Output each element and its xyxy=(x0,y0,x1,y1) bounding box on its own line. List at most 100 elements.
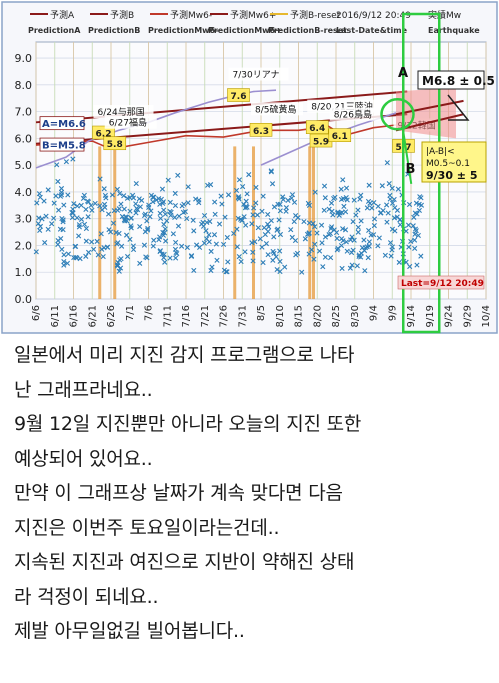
scatter-marker xyxy=(164,218,170,224)
ab-label-1: |A-B|< xyxy=(426,147,455,157)
scatter-marker xyxy=(76,224,82,230)
scatter-marker xyxy=(98,231,104,237)
scatter-marker xyxy=(100,254,106,260)
magnitude-label: M6.8 ± 0.5 xyxy=(422,74,495,88)
scatter-marker xyxy=(269,181,276,187)
scatter-marker xyxy=(162,226,168,232)
scatter-marker xyxy=(181,201,187,207)
event-label-bg xyxy=(93,105,154,119)
scatter-marker xyxy=(65,192,71,198)
x-tick-label: 8/15 xyxy=(294,305,305,327)
scatter-marker xyxy=(123,232,130,238)
scatter-marker xyxy=(127,208,133,214)
last-label: Last=9/12 20:49 xyxy=(401,279,484,289)
scatter-marker xyxy=(243,222,249,228)
scatter-marker xyxy=(260,193,266,199)
scatter-marker xyxy=(244,191,250,197)
scatter-marker xyxy=(358,254,364,260)
scatter-marker xyxy=(343,239,349,245)
scatter-marker xyxy=(150,243,156,249)
event-label: 8/26鳥島 xyxy=(334,109,372,121)
scatter-marker xyxy=(127,236,133,242)
scatter-marker xyxy=(54,162,60,168)
scatter-marker xyxy=(340,226,346,232)
scatter-marker xyxy=(412,210,418,216)
scatter-marker xyxy=(220,241,227,247)
scatter-marker xyxy=(224,234,230,241)
x-tick-label: 6/21 xyxy=(87,305,98,327)
scatter-marker xyxy=(396,259,402,265)
scatter-marker xyxy=(55,178,61,185)
prediction-a-extension xyxy=(395,99,464,116)
scatter-marker xyxy=(49,221,55,227)
scatter-marker xyxy=(224,269,230,275)
scatter-marker xyxy=(366,243,372,249)
scatter-marker xyxy=(309,247,315,253)
scatter-marker xyxy=(102,204,108,211)
scatter-marker xyxy=(334,247,340,253)
scatter-marker xyxy=(274,266,280,273)
scatter-marker xyxy=(366,182,372,188)
scatter-marker xyxy=(336,212,342,218)
scatter-marker xyxy=(266,224,272,230)
scatter-marker xyxy=(141,242,148,248)
x-tick-label: 7/26 xyxy=(219,305,230,327)
scatter-marker xyxy=(241,214,247,220)
scatter-marker xyxy=(347,265,353,271)
event-value-box xyxy=(103,136,127,151)
scatter-marker xyxy=(310,220,316,227)
scatter-marker xyxy=(64,260,71,266)
scatter-marker xyxy=(36,215,42,221)
scatter-marker xyxy=(329,208,335,214)
scatter-marker xyxy=(357,196,363,202)
scatter-marker xyxy=(69,214,76,221)
scatter-marker xyxy=(85,249,92,255)
scatter-marker xyxy=(412,245,418,251)
event-value: 6.4 xyxy=(309,124,325,134)
scatter-marker xyxy=(101,245,107,251)
scatter-marker xyxy=(172,202,179,209)
scatter-marker xyxy=(358,192,364,198)
last-box xyxy=(397,275,485,290)
scatter-marker xyxy=(209,264,215,270)
scatter-marker xyxy=(208,267,214,274)
scatter-marker xyxy=(347,237,354,243)
scatter-marker xyxy=(314,230,320,236)
scatter-marker xyxy=(329,224,335,230)
scatter-marker xyxy=(139,197,145,204)
scatter-marker xyxy=(37,227,43,234)
y-tick-label: 7.0 xyxy=(15,106,33,119)
post-line: 9월 12일 지진뿐만 아니라 오늘의 지진 또한 xyxy=(14,413,362,435)
scatter-marker xyxy=(249,221,255,227)
scatter-marker xyxy=(63,159,69,165)
scatter-marker xyxy=(365,255,371,261)
scatter-marker xyxy=(392,205,398,211)
scatter-marker xyxy=(185,200,191,206)
scatter-marker xyxy=(344,197,350,203)
scatter-marker xyxy=(213,241,219,247)
x-tick-label: 8/30 xyxy=(350,305,361,327)
scatter-marker xyxy=(222,214,228,220)
scatter-marker xyxy=(144,227,151,233)
scatter-marker xyxy=(385,210,391,216)
scatter-marker xyxy=(293,213,299,219)
scatter-marker xyxy=(116,230,122,237)
scatter-marker xyxy=(413,200,420,206)
scatter-marker xyxy=(141,212,148,219)
scatter-marker xyxy=(121,217,127,223)
scatter-marker xyxy=(358,218,364,224)
scatter-marker xyxy=(55,241,61,248)
b-value-box xyxy=(39,137,85,152)
x-tick-label: 7/6 xyxy=(144,305,155,321)
scatter-marker xyxy=(339,265,345,272)
event-value: 5.8 xyxy=(107,140,123,150)
scatter-marker xyxy=(354,263,360,269)
scatter-marker xyxy=(218,193,224,199)
scatter-marker xyxy=(85,214,91,220)
event-value-box xyxy=(249,123,273,137)
x-tick-label: 7/11 xyxy=(162,305,173,327)
scatter-marker xyxy=(254,212,261,218)
scatter-marker xyxy=(344,248,350,254)
x-tick-label: 7/16 xyxy=(181,305,192,327)
scatter-marker xyxy=(366,227,372,234)
